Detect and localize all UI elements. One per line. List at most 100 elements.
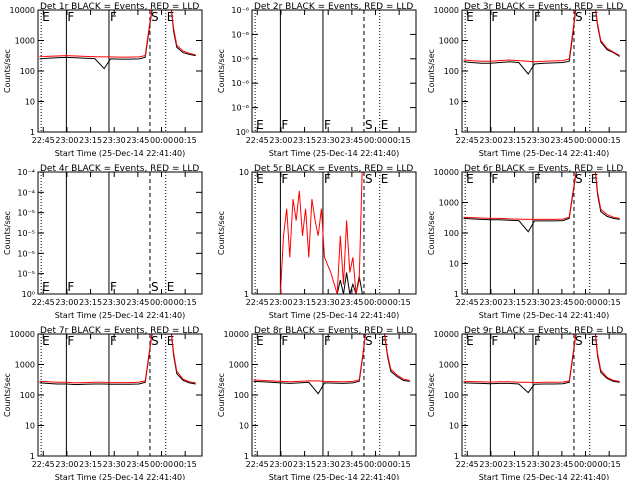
event-label: F [534,334,541,348]
y-tick-label: 100 [20,67,35,76]
event-label: E [591,10,599,24]
x-tick-label: 23:30 [317,136,340,145]
x-tick-label: 22:45 [456,460,479,469]
x-tick-label: 00:15 [174,136,197,145]
series-line [39,10,196,70]
event-label: F [67,280,74,294]
event-label: F [534,172,541,186]
x-tick-label: 00:00 [150,136,173,145]
x-tick-label: 00:15 [388,298,411,307]
event-label: S [365,118,373,132]
chart-title: Det 8r BLACK = Events, RED = LLD [254,326,413,336]
x-tick-label: 22:45 [456,298,479,307]
x-tick-label: 23:15 [293,460,316,469]
x-tick-label: 23:00 [479,298,502,307]
x-axis-label: Start Time (25-Dec-14 22:41:40) [269,311,400,320]
event-label: S [151,334,159,348]
x-tick-label: 23:00 [55,136,78,145]
event-label: E [381,172,389,186]
event-label: E [256,334,264,348]
x-tick-label: 23:45 [126,298,149,307]
x-tick-label: 23:45 [126,136,149,145]
y-tick-label: 10000 [434,168,459,177]
chart-title: Det 4r BLACK = Events, RED = LLD [40,164,199,174]
y-tick-label: 10⁻⁵ [17,270,35,279]
event-label: E [466,10,474,24]
event-label: S [365,334,373,348]
x-tick-label: 23:30 [103,460,126,469]
y-tick-label: 1 [244,290,249,299]
x-tick-label: 22:45 [32,298,55,307]
panel: Det 9r BLACK = Events, RED = LLD Start Ti… [427,326,627,480]
panel: Det 8r BLACK = Events, RED = LLD Start Ti… [217,326,417,480]
event-label: F [324,172,331,186]
x-tick-label: 23:30 [317,298,340,307]
x-axis-label: Start Time (25-Dec-14 22:41:40) [269,149,400,158]
x-tick-label: 23:15 [503,136,526,145]
x-tick-label: 23:45 [550,136,573,145]
y-tick-label: 10⁻⁶ [231,79,249,88]
plot-frame [461,171,627,295]
event-label: E [591,334,599,348]
y-tick-label: 1000 [15,37,35,46]
y-tick-label: 10⁻⁴ [17,168,35,177]
y-axis-label: Counts/sec [217,49,226,93]
x-tick-label: 23:45 [340,460,363,469]
plot-frame [461,9,627,133]
y-tick-label: 10000 [434,6,459,15]
event-label: S [151,280,159,294]
x-tick-label: 00:15 [174,298,197,307]
series-line [336,272,363,294]
y-tick-label: 10000 [10,6,35,15]
x-tick-label: 23:45 [550,460,573,469]
x-axis-label: Start Time (25-Dec-14 22:41:40) [479,149,610,158]
chart-title: Det 9r BLACK = Events, RED = LLD [464,326,623,336]
x-tick-label: 23:45 [126,460,149,469]
event-label: E [42,10,50,24]
event-label: E [256,172,264,186]
x-axis-label: Start Time (25-Dec-14 22:41:40) [55,473,186,480]
y-axis-label: Counts/sec [3,49,12,93]
y-tick-label: 10⁻⁵ [17,249,35,258]
y-tick-label: 1 [454,452,459,461]
event-label: E [466,334,474,348]
chart-title: Det 6r BLACK = Events, RED = LLD [464,164,623,174]
event-label: F [534,10,541,24]
y-axis-label: Counts/sec [217,373,226,417]
y-tick-label: 10⁻⁶ [231,55,249,64]
x-tick-label: 23:15 [293,136,316,145]
y-tick-label: 1 [30,452,35,461]
plot-frame [251,171,417,295]
event-label: E [167,10,175,24]
x-axis-label: Start Time (25-Dec-14 22:41:40) [55,149,186,158]
y-tick-label: 10 [449,260,459,269]
event-label: F [491,10,498,24]
y-tick-label: 10⁻⁶ [231,104,249,113]
x-tick-label: 23:00 [55,298,78,307]
panel: Det 7r BLACK = Events, RED = LLD Start Ti… [3,326,203,480]
event-label: F [110,10,117,24]
x-tick-label: 23:00 [479,460,502,469]
y-axis-label: Counts/sec [3,373,12,417]
y-axis-label: Counts/sec [217,211,226,255]
x-tick-label: 22:45 [32,136,55,145]
x-tick-label: 00:15 [598,298,621,307]
event-label: F [110,334,117,348]
series-line [253,334,410,383]
y-tick-label: 1 [30,128,35,137]
y-tick-label: 1000 [439,199,459,208]
y-tick-label: 1000 [439,37,459,46]
y-tick-label: 100 [444,67,459,76]
plot-frame [251,9,417,133]
y-tick-label: 10⁻⁶ [231,30,249,39]
chart-title: Det 2r BLACK = Events, RED = LLD [254,2,413,12]
chart-title: Det 3r BLACK = Events, RED = LLD [464,2,623,12]
event-label: E [42,334,50,348]
event-label: F [281,334,288,348]
x-tick-label: 23:00 [269,460,292,469]
y-tick-label: 10⁻⁵ [17,209,35,218]
y-tick-label: 10000 [224,330,249,339]
x-tick-label: 23:15 [503,298,526,307]
event-label: F [324,118,331,132]
